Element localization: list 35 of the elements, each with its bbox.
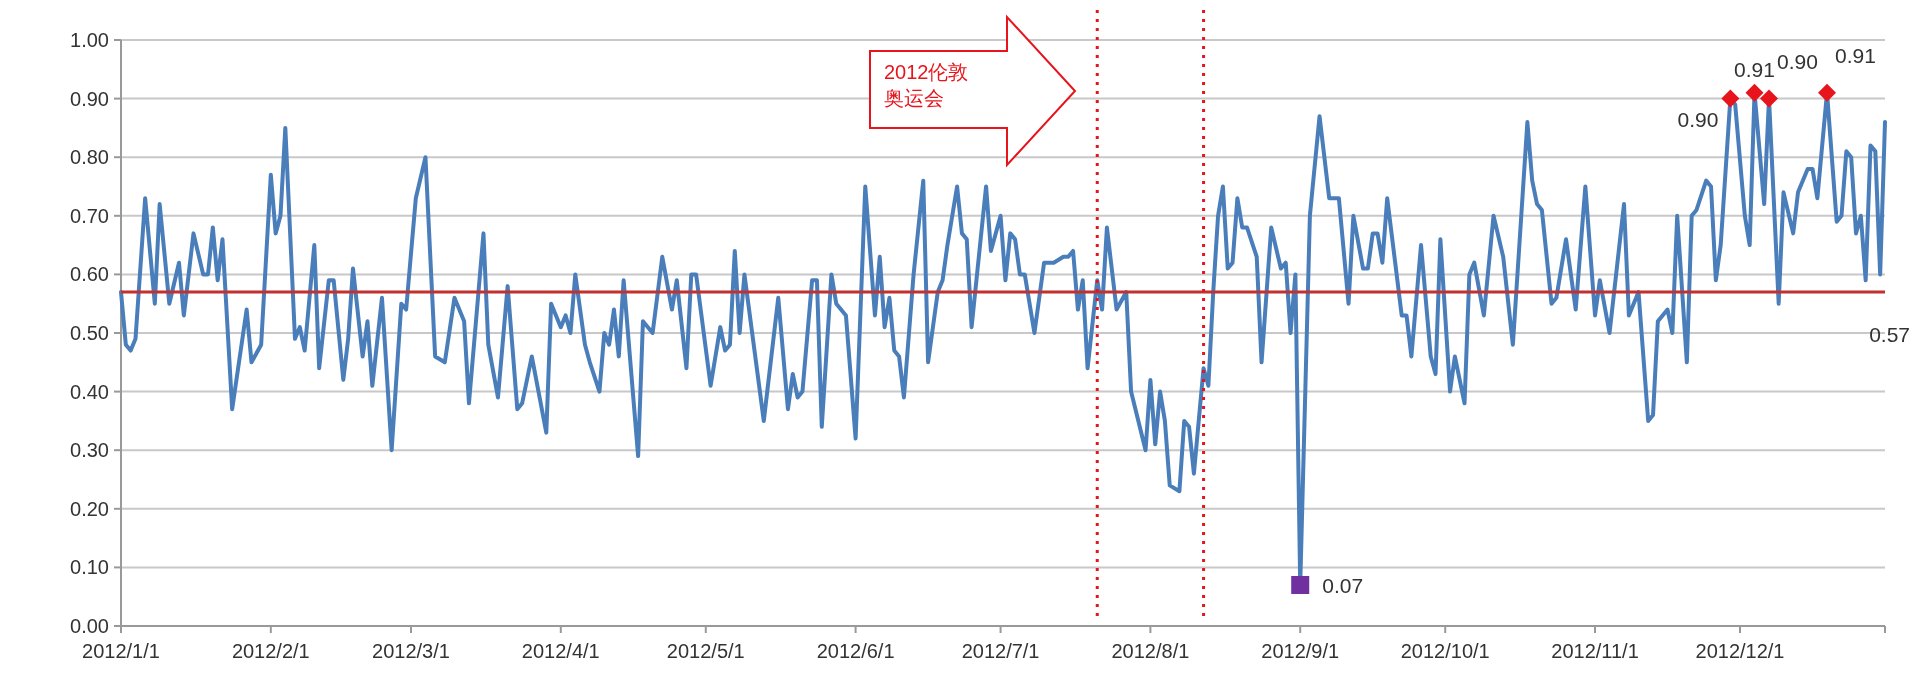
x-tick-label: 2012/12/1 [1695,640,1785,662]
x-tick-label: 2012/1/1 [82,640,160,662]
y-tick-label: 0.10 [70,556,109,579]
data-label: 0.90 [1777,49,1818,73]
ref-line-label: 0.57 [1869,322,1910,346]
x-tick-label: 2012/6/1 [816,640,895,662]
x-tick-label: 2012/5/1 [666,640,745,662]
y-tick-label: 0.50 [70,322,109,344]
y-tick-label: 0.90 [70,87,109,110]
point [1818,83,1837,102]
y-tick-label: 0.70 [70,204,109,227]
y-tick-label: 0.60 [70,263,109,286]
data-label: 0.07 [1322,573,1364,597]
x-tick-label: 2012/8/1 [1111,640,1190,662]
point [1291,575,1310,594]
x-tick-label: 2012/2/1 [231,640,310,662]
x-tick-label: 2012/4/1 [521,640,600,662]
y-tick-label: 1.00 [70,29,109,51]
x-tick-label: 2012/10/1 [1400,640,1490,662]
point [1721,89,1740,108]
x-tick-label: 2012/9/1 [1261,640,1340,662]
y-tick-label: 0.40 [70,380,109,403]
data-label: 0.91 [1734,57,1775,81]
point [1745,83,1764,102]
x-tick-label: 2012/7/1 [961,640,1040,662]
y-tick-label: 0.80 [70,146,109,169]
y-tick-label: 0.30 [70,439,109,462]
x-tick-label: 2012/3/1 [372,640,450,662]
data-label: 0.90 [1677,107,1719,131]
y-tick-label: 0.00 [70,615,109,637]
annotation: 2012伦敦奥运会 [884,60,970,111]
x-tick-label: 2012/11/1 [1551,640,1639,662]
point [1760,89,1779,108]
y-tick-label: 0.20 [70,497,109,520]
data-label: 0.91 [1835,43,1876,67]
